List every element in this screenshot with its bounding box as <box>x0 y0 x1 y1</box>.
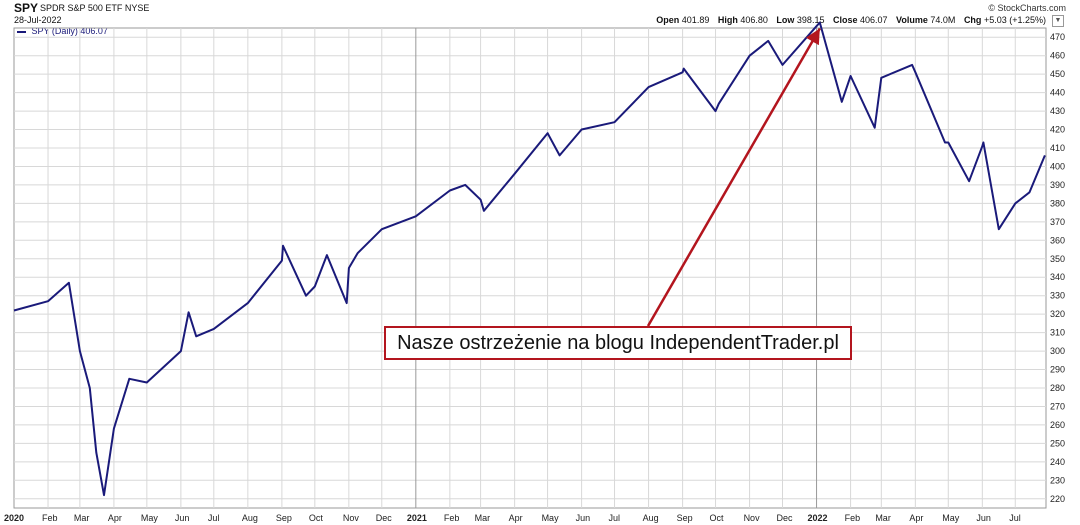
y-tick-label: 410 <box>1050 143 1065 153</box>
y-tick-label: 450 <box>1050 69 1065 79</box>
x-tick-label: Dec <box>777 513 794 523</box>
y-tick-label: 240 <box>1050 457 1065 467</box>
y-tick-label: 440 <box>1050 88 1065 98</box>
y-tick-label: 380 <box>1050 198 1065 208</box>
y-axis: 220 230 240 250 260 270 280 290 300 310 320 330 340 3… <box>1050 32 1065 504</box>
y-tick-label: 420 <box>1050 125 1065 135</box>
y-tick-label: 360 <box>1050 235 1065 245</box>
x-tick-label: Jun <box>976 513 991 523</box>
x-tick-label: Dec <box>376 513 393 523</box>
x-tick-label: Feb <box>444 513 460 523</box>
x-tick-label: Mar <box>875 513 891 523</box>
x-tick-label: Aug <box>643 513 659 523</box>
ticker-symbol: SPY <box>14 1 39 15</box>
x-tick-label: May <box>942 513 960 523</box>
y-tick-label: 260 <box>1050 420 1065 430</box>
y-tick-label: 220 <box>1050 494 1065 504</box>
x-tick-label: Feb <box>42 513 58 523</box>
x-tick-label: Jun <box>175 513 190 523</box>
high-label: High <box>717 15 738 25</box>
x-tick-label: Mar <box>74 513 90 523</box>
copyright-link[interactable]: © StockCharts.com <box>988 3 1066 13</box>
y-tick-label: 280 <box>1050 383 1065 393</box>
low-label: Low <box>776 15 795 25</box>
legend-swatch <box>17 30 26 33</box>
y-tick-label: 460 <box>1050 51 1065 61</box>
x-tick-label: Oct <box>710 513 725 523</box>
y-tick-label: 300 <box>1050 346 1065 356</box>
annotation-arrow-line <box>646 27 821 327</box>
x-tick-label: May <box>542 513 560 523</box>
y-tick-label: 430 <box>1050 106 1065 116</box>
x-tick-label: Jul <box>1009 513 1021 523</box>
y-tick-label: 230 <box>1050 475 1065 485</box>
x-tick-label: Jul <box>208 513 220 523</box>
volume-value: 74.0M <box>930 15 956 25</box>
x-tick-label: Nov <box>343 513 360 523</box>
chevron-down-icon[interactable]: ▼ <box>1052 15 1064 27</box>
chg-value: +5.03 (+1.25%) <box>983 15 1046 25</box>
y-tick-label: 400 <box>1050 161 1065 171</box>
chg-label: Chg <box>963 15 982 25</box>
close-value: 406.07 <box>860 15 888 25</box>
y-tick-label: 390 <box>1050 180 1065 190</box>
volume-label: Volume <box>896 15 928 25</box>
x-axis: 2020 Feb Mar Apr May Jun Jul Aug Sep Oct Nov Dec 202… <box>4 513 1021 523</box>
plot-frame <box>13 27 1047 509</box>
open-value: 401.89 <box>681 15 710 25</box>
spy-price-line <box>13 21 1046 497</box>
x-tick-label: May <box>141 513 159 523</box>
y-tick-label: 310 <box>1050 328 1065 338</box>
x-tick-label: Aug <box>242 513 258 523</box>
close-label: Close <box>832 15 858 25</box>
x-tick-label: Nov <box>744 513 761 523</box>
x-tick-label: Jul <box>609 513 621 523</box>
x-tick-label: Mar <box>475 513 491 523</box>
exchange-label: NYSE <box>124 3 150 13</box>
x-tick-label: Sep <box>276 513 292 523</box>
y-tick-label: 470 <box>1050 32 1065 42</box>
series-legend: SPY (Daily) 406.07 <box>17 26 108 36</box>
x-tick-label: 2021 <box>407 513 427 523</box>
low-value: 398.15 <box>796 15 825 25</box>
y-tick-label: 370 <box>1050 217 1065 227</box>
x-tick-label: 2020 <box>4 513 24 523</box>
annotation-box: Nasze ostrzeżenie na blogu IndependentTr… <box>384 326 852 360</box>
y-tick-label: 320 <box>1050 309 1065 319</box>
chart-header: SPY SPDR S&P 500 ETF NYSE 28-Jul-2022 © … <box>0 0 1080 28</box>
open-label: Open <box>656 15 680 25</box>
high-value: 406.80 <box>740 15 768 25</box>
x-tick-label: Jun <box>576 513 591 523</box>
price-series <box>13 21 1046 497</box>
x-tick-label: Apr <box>909 513 923 523</box>
legend-label: SPY (Daily) 406.07 <box>31 26 108 36</box>
security-name: SPDR S&P 500 ETF <box>40 3 123 13</box>
y-tick-label: 350 <box>1050 254 1065 264</box>
y-tick-label: 290 <box>1050 365 1065 375</box>
chart-date: 28-Jul-2022 <box>14 15 62 25</box>
y-tick-label: 270 <box>1050 401 1065 411</box>
y-tick-label: 340 <box>1050 272 1065 282</box>
x-tick-label: 2022 <box>808 513 828 523</box>
x-tick-label: Apr <box>108 513 122 523</box>
y-tick-label: 250 <box>1050 438 1065 448</box>
x-tick-label: Apr <box>509 513 523 523</box>
annotation-arrow <box>646 27 821 327</box>
chart-grid <box>13 27 1047 509</box>
ticker-name: SPDR S&P 500 ETF NYSE <box>40 3 149 13</box>
ohlc-stats: Open 401.89 High 406.80 Low 398.15 Close… <box>656 15 1046 25</box>
x-tick-label: Oct <box>309 513 324 523</box>
x-tick-label: Sep <box>677 513 693 523</box>
y-tick-label: 330 <box>1050 291 1065 301</box>
x-tick-label: Feb <box>845 513 861 523</box>
